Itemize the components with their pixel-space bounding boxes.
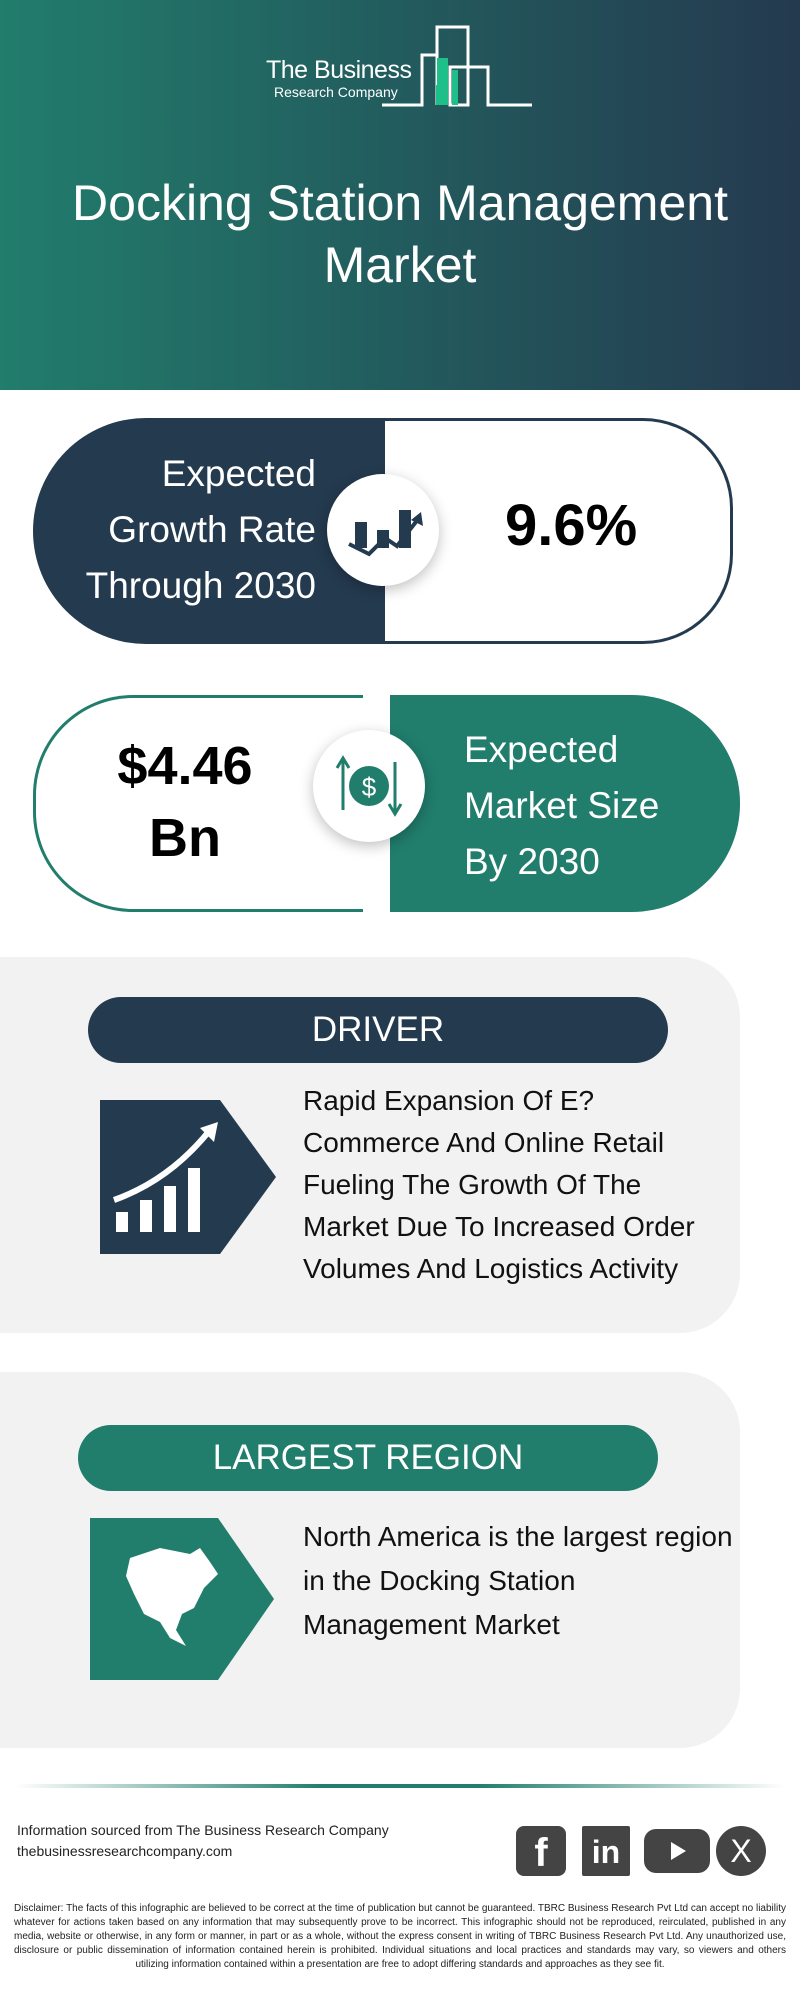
rising-bar-chart-icon <box>100 1100 276 1254</box>
market-size-value-line: $4.46 <box>117 736 253 796</box>
page-title: Docking Station Management Market <box>72 175 728 293</box>
footer-divider <box>15 1784 785 1788</box>
dollar-exchange-icon: $ <box>313 730 425 842</box>
market-size-value-card <box>33 695 363 912</box>
market-size-label-line: Market Size <box>464 785 660 826</box>
growth-label-line: Expected <box>161 453 316 494</box>
source-text: Information sourced from The Business Re… <box>17 1822 389 1838</box>
market-size-value-line: Bn <box>149 808 221 868</box>
north-america-map-icon <box>90 1518 274 1680</box>
growth-chart-icon <box>327 474 439 586</box>
growth-label-card <box>33 418 385 644</box>
driver-heading: DRIVER <box>88 997 668 1063</box>
market-size-label-line: By 2030 <box>464 841 600 882</box>
market-size-label-card <box>390 695 740 912</box>
market-size-value: $4.46 Bn <box>90 730 280 874</box>
logo-subtext: Research Company <box>274 84 398 100</box>
linkedin-icon[interactable]: in <box>582 1826 630 1876</box>
disclaimer: Disclaimer: The facts of this infographi… <box>14 1903 786 1970</box>
website-link[interactable]: thebusinessresearchcompany.com <box>17 1843 233 1859</box>
youtube-icon[interactable] <box>644 1829 710 1873</box>
driver-text: Rapid Expansion Of E? Commerce And Onlin… <box>303 1085 695 1284</box>
growth-label-line: Through 2030 <box>85 565 316 606</box>
market-size-label: Expected Market Size By 2030 <box>464 722 659 890</box>
region-text: North America is the largest region in t… <box>303 1521 733 1640</box>
region-heading: LARGEST REGION <box>78 1425 658 1491</box>
growth-value-card <box>383 418 733 644</box>
x-icon[interactable]: X <box>716 1826 766 1876</box>
growth-label: Expected Growth Rate Through 2030 <box>40 446 316 614</box>
header-banner: The Business Research Company Docking St… <box>0 0 800 390</box>
facebook-icon[interactable]: f <box>516 1826 566 1876</box>
footer-info: Information sourced from The Business Re… <box>17 1820 389 1862</box>
market-size-label-line: Expected <box>464 729 619 770</box>
svg-text:$: $ <box>362 772 377 802</box>
logo-buildings-icon <box>382 25 532 107</box>
logo-text: The Business <box>266 56 412 84</box>
growth-label-line: Growth Rate <box>108 509 316 550</box>
growth-value: 9.6% <box>505 493 638 558</box>
